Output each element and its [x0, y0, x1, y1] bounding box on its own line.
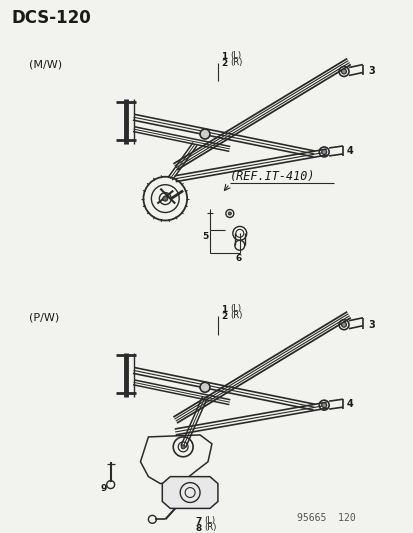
- Text: 1: 1: [221, 52, 227, 61]
- Text: (L): (L): [204, 516, 215, 525]
- Circle shape: [321, 402, 326, 408]
- Circle shape: [199, 129, 209, 139]
- Circle shape: [162, 196, 167, 201]
- Text: 3: 3: [368, 67, 375, 77]
- Text: 8: 8: [195, 524, 201, 533]
- Text: (R): (R): [204, 523, 216, 532]
- Text: (L): (L): [229, 51, 240, 60]
- Text: 2: 2: [221, 59, 227, 68]
- Text: 3: 3: [368, 320, 375, 330]
- Text: 4: 4: [346, 399, 353, 409]
- Circle shape: [181, 445, 185, 449]
- Text: DCS-120: DCS-120: [11, 9, 91, 27]
- Circle shape: [341, 322, 346, 327]
- Text: (REF.IT-410): (REF.IT-410): [229, 170, 315, 183]
- Text: 1: 1: [221, 305, 227, 314]
- Text: 95665  120: 95665 120: [297, 513, 355, 523]
- Text: 9: 9: [100, 484, 107, 493]
- Text: 2: 2: [221, 312, 227, 321]
- Text: (M/W): (M/W): [29, 60, 62, 69]
- Text: 6: 6: [235, 254, 242, 263]
- Text: 5: 5: [202, 232, 208, 241]
- Circle shape: [228, 212, 231, 215]
- Circle shape: [321, 149, 326, 155]
- Text: (L): (L): [229, 304, 240, 313]
- Text: 7: 7: [195, 517, 201, 526]
- Text: (R): (R): [229, 311, 242, 320]
- Text: (P/W): (P/W): [29, 313, 59, 323]
- Text: (R): (R): [229, 58, 242, 67]
- Circle shape: [341, 69, 346, 74]
- Polygon shape: [162, 477, 217, 508]
- Text: 4: 4: [346, 146, 353, 156]
- Circle shape: [199, 382, 209, 392]
